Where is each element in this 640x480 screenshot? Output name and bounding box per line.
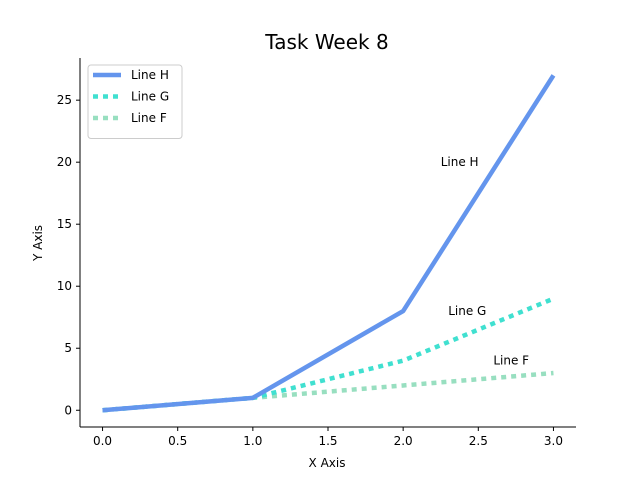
y-tick-label: 10: [57, 279, 72, 293]
x-tick-label: 1.0: [243, 434, 262, 448]
chart-title: Task Week 8: [264, 30, 388, 54]
y-tick-label: 20: [57, 155, 72, 169]
legend-label: Line F: [131, 111, 167, 125]
x-tick-label: 2.0: [394, 434, 413, 448]
x-tick-label: 1.5: [318, 434, 337, 448]
legend: Line H Line G Line F: [87, 64, 183, 139]
x-axis-label: X Axis: [309, 456, 346, 470]
y-tick-label: 25: [57, 93, 72, 107]
annotation-label: Line H: [441, 155, 479, 169]
series-line-h: [102, 74, 556, 413]
x-tick-label: 3.0: [544, 434, 563, 448]
annotation-label: Line F: [493, 354, 529, 368]
legend-label: Line G: [131, 90, 169, 104]
x-tick-label: 0.0: [93, 434, 112, 448]
annotation-label: Line G: [448, 304, 486, 318]
y-tick-label: 0: [64, 403, 72, 417]
x-tick-label: 0.5: [168, 434, 187, 448]
y-tick-label: 5: [64, 341, 72, 355]
x-tick-label: 2.5: [469, 434, 488, 448]
legend-label: Line H: [131, 68, 169, 82]
y-tick-label: 15: [57, 217, 72, 231]
legend-box: [87, 64, 183, 139]
y-axis-label: Y Axis: [31, 225, 45, 262]
